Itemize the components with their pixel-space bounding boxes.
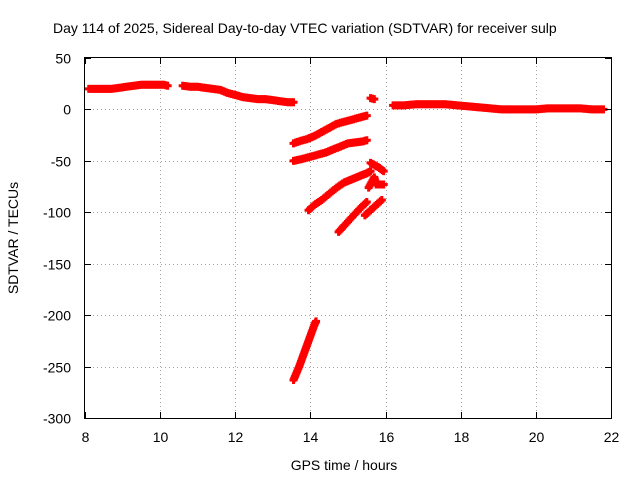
plot-frame xyxy=(84,57,612,419)
series-arc-9 xyxy=(366,158,388,176)
y-tick-label: -150 xyxy=(43,257,71,273)
y-tick-label: 50 xyxy=(55,51,71,67)
series-arc-8 xyxy=(360,195,386,220)
y-tick-label: -200 xyxy=(43,308,71,324)
x-tick-label: 14 xyxy=(303,429,319,445)
series-arc-3 xyxy=(289,111,371,148)
data-points xyxy=(84,80,608,384)
x-tick-label: 8 xyxy=(82,429,90,445)
data-point xyxy=(377,195,386,204)
data-point xyxy=(362,198,371,206)
series-arc-4 xyxy=(289,136,371,165)
data-point xyxy=(379,180,388,189)
series-arc-5 xyxy=(289,317,321,384)
x-tick-label: 20 xyxy=(529,429,545,445)
x-tick-label: 18 xyxy=(454,429,470,445)
x-tick-label: 10 xyxy=(153,429,169,445)
data-point xyxy=(379,167,388,176)
data-point xyxy=(362,111,371,120)
x-tick-label: 16 xyxy=(379,429,395,445)
data-point xyxy=(163,81,172,90)
axes: 8 10 12 14 16 18 20 22 50 0 -50 -100 -150 -200 -250 -30… xyxy=(43,51,620,446)
series-arc-7 xyxy=(334,198,371,236)
series-arc-2 xyxy=(178,81,298,107)
y-axis-label: SDTVAR / TECUs xyxy=(5,182,21,294)
data-point xyxy=(366,167,375,176)
series-arc-12 xyxy=(389,100,608,114)
chart-title: Day 114 of 2025, Sidereal Day-to-day VTE… xyxy=(53,20,557,36)
series-arc-6 xyxy=(304,167,375,215)
x-tick-label: 22 xyxy=(604,429,620,445)
data-point xyxy=(362,136,371,145)
series-arc-10 xyxy=(364,173,388,192)
x-axis-label: GPS time / hours xyxy=(291,457,398,473)
y-tick-label: -50 xyxy=(51,154,71,170)
data-point xyxy=(289,98,298,107)
series-arc-11 xyxy=(366,94,379,104)
y-tick-label: -250 xyxy=(43,360,71,376)
series-arc-1 xyxy=(84,80,172,93)
x-tick-label: 12 xyxy=(228,429,244,445)
y-tick-label: 0 xyxy=(63,102,71,118)
data-point xyxy=(312,317,321,326)
y-tick-label: -300 xyxy=(43,411,71,427)
grid xyxy=(85,58,611,418)
data-point xyxy=(370,95,379,104)
y-tick-label: -100 xyxy=(43,205,71,221)
